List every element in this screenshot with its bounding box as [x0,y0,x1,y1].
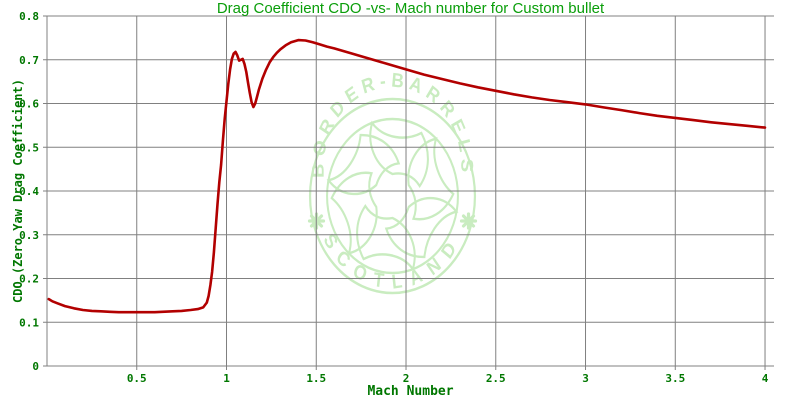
y-tick-label: 0.3 [19,229,39,242]
y-tick-label: 0.7 [19,54,39,67]
y-tick-label: 0 [32,360,39,373]
chart-title: Drag Coefficient CDO -vs- Mach number fo… [216,0,605,17]
y-tick-label: 0.8 [19,10,39,23]
y-tick-label: 0.6 [19,98,39,111]
watermark-inner-ring [326,117,459,275]
watermark-bottom-text: SCOTLAND [320,229,465,293]
watermark-outer-ring [308,97,477,295]
drag-curve [47,38,767,314]
curve-layer [47,38,767,314]
y-tick-label: 0.1 [19,316,39,329]
x-tick-label: 2 [403,372,410,385]
x-tick-label: 3 [582,372,589,385]
watermark-logo: BORDER-BARRELS SCOTLAND [307,68,478,295]
x-tick-label: 0.5 [127,372,147,385]
x-tick-label: 1 [223,372,230,385]
x-tick-label: 2.5 [486,372,506,385]
y-axis-title: CDO (Zero Yaw Drag Coefficient) [11,79,25,303]
x-tick-label: 3.5 [665,372,685,385]
x-axis-title: Mach Number [367,384,454,399]
y-tick-label: 0.5 [19,141,39,154]
x-tick-label: 4 [762,372,769,385]
y-tick-label: 0.4 [19,185,39,198]
asterisk-star-icon [459,212,478,230]
y-tick-label: 0.2 [19,273,39,286]
grid-and-axes: 0 0.1 0.2 0.3 0.4 0.5 0.6 0.7 0.8 0.5 1 1.5 2 2.5 3 3.5… [19,10,774,385]
rifling-swirl-icon [319,120,466,271]
x-tick-label: 1.5 [306,372,326,385]
